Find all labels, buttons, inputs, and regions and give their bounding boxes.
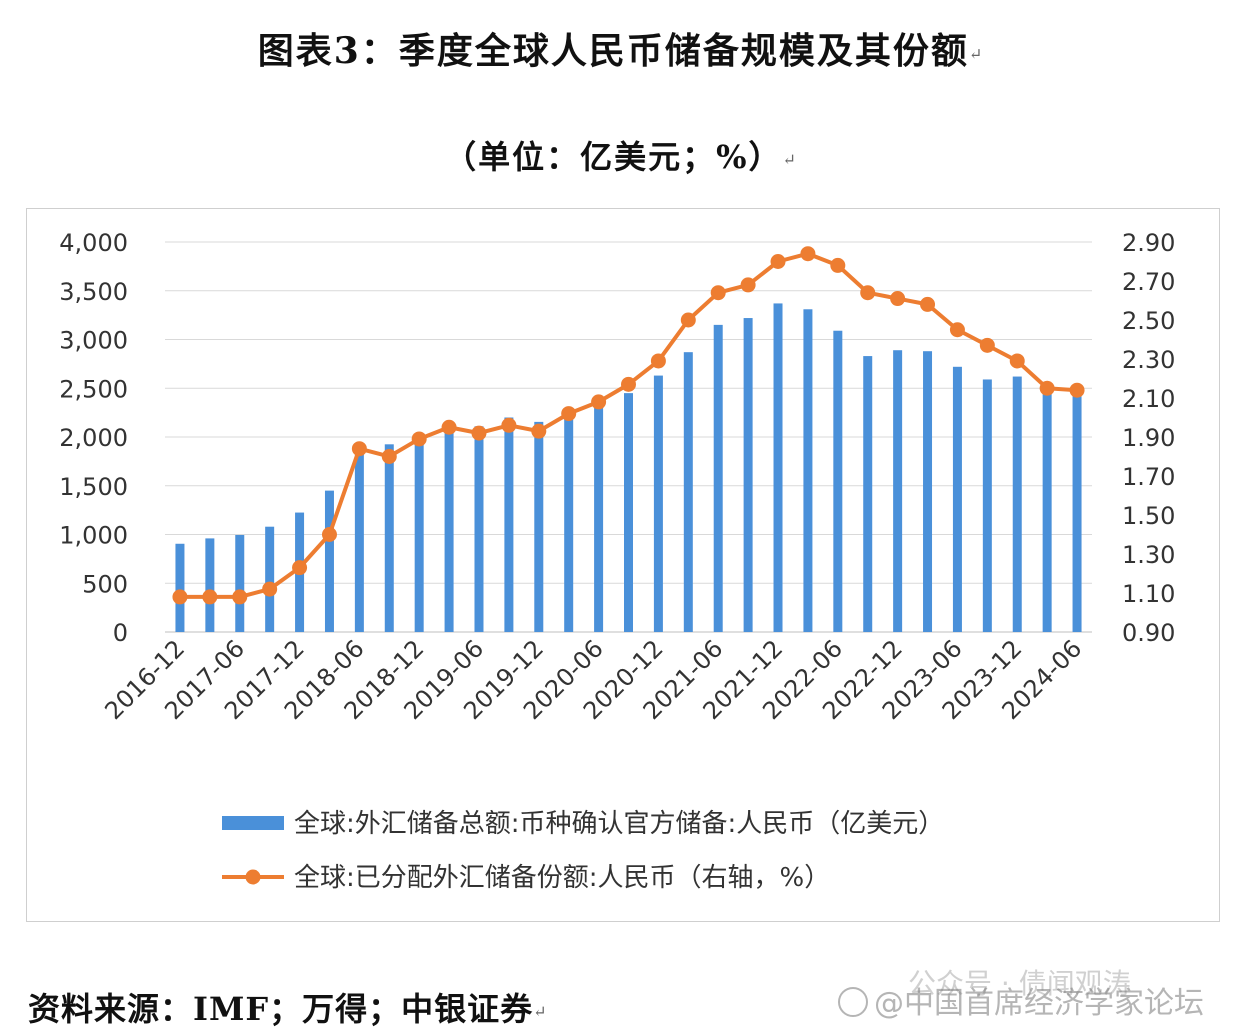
bar [833,330,843,632]
y-right-tick-label: 2.50 [1122,307,1175,335]
bar [384,444,394,632]
weibo-icon [838,987,868,1017]
y-right-tick-label: 1.10 [1122,580,1175,608]
line-point [740,277,756,293]
bar [235,534,245,632]
line-point [949,322,965,338]
bar [1042,389,1052,632]
bar [982,379,992,632]
line-point [411,431,427,447]
chart-unit: （单位：亿美元；%）↵ [444,138,798,176]
bar [265,526,275,632]
y-right-tick-label: 1.50 [1122,502,1175,530]
y-right-tick-label: 1.90 [1122,424,1175,452]
y-left-tick-label: 3,500 [59,278,128,306]
bar [683,352,693,632]
y-right-tick-label: 1.70 [1122,463,1175,491]
line-point [351,441,367,457]
bar [474,426,484,632]
bar [354,443,364,632]
legend-line-marker [245,869,261,885]
line-point [441,419,457,435]
line-point [501,417,517,433]
y-left-tick-label: 500 [82,570,128,598]
y-right-tick-label: 2.90 [1122,229,1175,257]
bar [594,401,604,632]
paragraph-mark-icon: ↵ [533,1002,548,1021]
bar [175,543,185,632]
legend-bar-swatch [222,816,284,830]
bar [624,393,633,632]
bar [564,417,574,632]
line-point [650,353,666,369]
line-point [920,296,936,312]
y-left-tick-label: 1,500 [59,473,128,501]
y-right-tick-label: 2.70 [1122,268,1175,296]
bar [743,318,753,632]
bar [952,366,962,632]
line-point [979,337,995,353]
line-point [770,254,786,269]
y-right-tick-label: 1.30 [1122,541,1175,569]
line-point [232,589,248,605]
bar [893,350,903,632]
bar [205,538,215,632]
y-left-tick-label: 2,500 [59,375,128,403]
bar [414,434,424,632]
legend-bar-label: 全球:外汇储备总额:币种确认官方储备:人民币（亿美元） [294,809,944,839]
line-point [710,285,726,301]
bar [1012,376,1022,632]
bar [803,309,813,632]
legend-line-label: 全球:已分配外汇储备份额:人民币（右轴，%） [294,863,830,893]
watermark-line1: 公众号 · 债闻观涛 [908,967,1131,1000]
bar [504,417,514,632]
y-right-tick-label: 2.10 [1122,385,1175,413]
line-point [860,285,876,301]
y-left-tick-label: 0 [113,619,128,647]
line-point [591,394,607,410]
bar [773,303,783,632]
paragraph-mark-icon: ↵ [782,150,798,169]
line-point [471,425,487,441]
y-left-tick-label: 2,000 [59,424,128,452]
line-point [800,246,816,262]
y-left-tick-label: 4,000 [59,229,128,257]
line-point [830,257,846,273]
line-point [321,527,337,542]
watermark-line2: @中国首席经济学家论坛 [838,978,1204,1022]
y-right-tick-label: 2.30 [1122,346,1175,374]
bar [713,324,723,632]
line-point [381,449,397,464]
line-point [1069,382,1085,398]
line-point [1039,380,1055,396]
line-point [292,560,308,576]
paragraph-mark-icon: ↵ [968,44,985,64]
line-point [680,312,696,328]
bar [444,424,454,632]
line-point [202,589,218,605]
bar [1072,392,1082,632]
watermark: 公众号 · 债闻观涛 @中国首席经济学家论坛 [838,966,1228,1026]
bar [863,356,873,632]
line-point [262,581,278,597]
line-point [172,589,188,605]
source-note: 资料来源：IMF；万得；中银证券↵ [28,990,548,1028]
y-left-tick-label: 3,000 [59,327,128,355]
bar [324,490,334,632]
bar [534,421,544,632]
y-left-tick-label: 1,000 [59,522,128,550]
y-right-tick-label: 0.90 [1122,619,1175,647]
bar [653,375,663,632]
line-point [621,376,636,392]
line-point [890,291,906,307]
line-point [531,423,547,439]
bar [923,351,933,632]
chart-title: 图表3：季度全球人民币储备规模及其份额↵ [257,30,985,72]
line-point [561,406,577,422]
line-point [1009,353,1025,369]
